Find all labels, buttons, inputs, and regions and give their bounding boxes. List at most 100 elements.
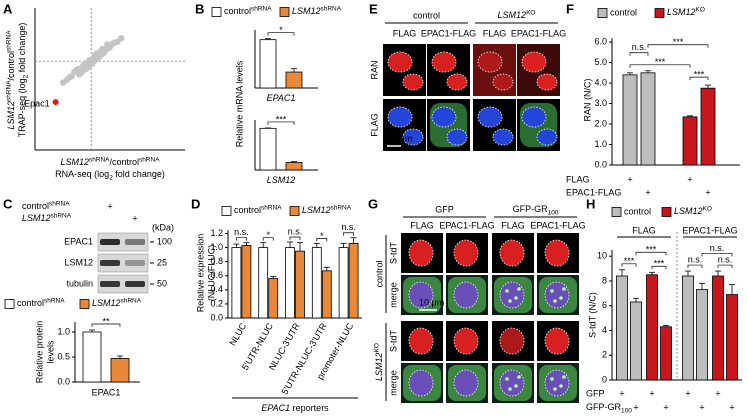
condition-mark: +	[687, 174, 692, 184]
nucleus-outline	[492, 128, 514, 146]
bar	[259, 39, 277, 89]
nucleus-outline	[477, 106, 503, 128]
nucleus-outline	[477, 51, 503, 73]
significance-label: ***	[694, 69, 705, 79]
size-label: 25	[157, 257, 167, 267]
blot-band	[100, 239, 120, 245]
bar	[110, 358, 130, 383]
construct-label: EPAC1-FLAG	[530, 220, 585, 230]
nucleus	[522, 52, 546, 72]
significance-bracket	[621, 263, 637, 267]
legend-label: LSM12shRNA	[292, 5, 342, 16]
significance-label: *	[266, 230, 270, 240]
significance-label: n.s.	[341, 222, 356, 232]
blot-band	[125, 239, 145, 245]
y-tick-label: 0.6	[210, 270, 223, 280]
nucleolar-dot	[517, 375, 521, 379]
scatter-point	[66, 74, 73, 81]
text-part: /control	[6, 51, 16, 81]
y-tick-label: 1.0	[594, 139, 607, 149]
panel-label: A	[3, 1, 13, 16]
y-axis-label: Relative expression	[195, 234, 205, 313]
text-part: GFP-GR	[586, 402, 621, 412]
y-axis-label: Relative protein	[34, 321, 44, 384]
significance-bracket	[236, 237, 247, 241]
text-part: KO	[703, 205, 712, 212]
nucleolar-dot	[559, 384, 563, 388]
significance-label: n.s.	[632, 42, 647, 52]
y-tick-label: 4	[602, 325, 607, 335]
significance-label: ***	[673, 37, 684, 47]
condition-mark: +	[685, 388, 690, 398]
scatter-point	[59, 79, 67, 86]
nucleus-outline	[402, 128, 424, 146]
nucleus	[500, 328, 524, 354]
legend-label: controlshRNA	[17, 297, 65, 308]
scatter-point	[99, 45, 106, 53]
legend-swatch	[654, 8, 665, 18]
treatment-label: LSM12shRNA	[22, 212, 72, 223]
condition-mark: +	[715, 388, 720, 398]
significance-label: n.s.	[288, 226, 303, 236]
nucleus-outline	[408, 327, 434, 355]
size-label: 100	[157, 236, 172, 246]
bar	[682, 275, 694, 381]
condition-mark: +	[633, 402, 638, 412]
legend-label: control	[610, 7, 637, 17]
significance-bracket	[687, 264, 703, 269]
nucleolar-dot	[514, 384, 518, 388]
text-part: shRNA	[5, 80, 12, 101]
nucleus	[409, 282, 433, 308]
y-axis-label: levels	[45, 340, 55, 364]
construct-label: EPAC1-FLAG	[439, 220, 494, 230]
significance-bracket	[701, 253, 733, 257]
bar	[700, 87, 716, 166]
nucleus-outline	[544, 327, 570, 355]
nucleolar-dot	[553, 299, 557, 303]
nucleus-outline	[544, 281, 570, 309]
text-part: LSM12	[498, 10, 527, 20]
significance-bracket	[289, 236, 301, 240]
nucleus-outline	[408, 281, 434, 309]
y-axis-label: Relative mRNA levels	[234, 60, 244, 147]
nucleus	[454, 282, 478, 308]
bar	[231, 247, 242, 319]
bar	[660, 326, 672, 381]
nucleus	[409, 370, 433, 396]
nucleus	[454, 328, 478, 354]
channel-label: FLAG	[369, 113, 379, 137]
construct-label: EPAC1-FLAG	[421, 28, 476, 38]
x-tick-label: NLUC	[227, 321, 248, 348]
text-part: 100	[548, 209, 559, 216]
text-part: fold change)	[17, 23, 27, 75]
bar	[640, 72, 656, 166]
legend-swatch	[221, 206, 232, 216]
panel-label: H	[586, 196, 595, 211]
lane-mark: +	[132, 213, 137, 223]
nucleus	[522, 107, 546, 127]
nucleus-outline	[453, 327, 479, 355]
text-part: shRNA	[49, 200, 70, 207]
significance-bracket	[647, 44, 709, 48]
significance-bracket	[267, 121, 295, 125]
text-part: LSM12	[22, 213, 51, 223]
y-tick-label: 10	[597, 251, 607, 261]
blot-band	[100, 260, 120, 266]
nucleus-outline	[499, 281, 525, 309]
condition-label: GFP-GR100	[586, 402, 632, 414]
y-tick-label: 3.0	[594, 98, 607, 108]
nucleolar-dot	[550, 289, 554, 293]
size-unit: (kDa)	[152, 222, 174, 232]
construct-label: EPAC1-FLAG	[511, 28, 566, 38]
text-part: /control	[110, 157, 140, 167]
text-part: 2	[22, 74, 29, 78]
nucleus	[537, 129, 557, 145]
legend-label: LSM12KO	[667, 6, 705, 17]
nucleus	[432, 107, 456, 127]
legend-label: LSM12shRNA	[302, 204, 352, 215]
legend-swatch	[597, 8, 608, 18]
scatter-point	[118, 34, 125, 42]
legend-swatch	[611, 207, 622, 217]
scatter-point	[52, 99, 59, 106]
nucleus	[493, 129, 513, 145]
